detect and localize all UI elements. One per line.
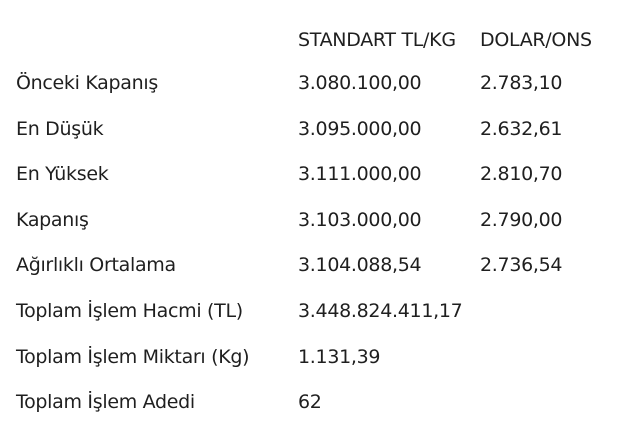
row-label: Ağırlıklı Ortalama (16, 254, 176, 277)
cell-value: 2.790,00 (480, 208, 563, 231)
column-header: STANDART TL/KG (298, 29, 456, 51)
row-label: Toplam İşlem Miktarı (Kg) (16, 345, 250, 368)
cell-value: 3.104.088,54 (298, 254, 422, 277)
cell-value: 62 (298, 391, 322, 414)
cell-value: 1.131,39 (298, 345, 381, 368)
cell-value: 2.783,10 (480, 72, 563, 94)
cell-value: 2.736,54 (480, 254, 563, 277)
cell-value: 3.111.000,00 (298, 163, 422, 186)
cell-value: 3.080.100,00 (298, 72, 422, 94)
row-label: Kapanış (16, 208, 89, 231)
row-label: En Düşük (16, 117, 104, 140)
row-label: Toplam İşlem Hacmi (TL) (16, 300, 243, 322)
column-header: DOLAR/ONS (480, 29, 592, 51)
row-label: Toplam İşlem Adedi (16, 391, 195, 414)
cell-value: 3.103.000,00 (298, 208, 422, 231)
row-label: Önceki Kapanış (16, 72, 158, 94)
row-label: En Yüksek (16, 163, 109, 186)
cell-value: 3.448.824.411,17 (298, 300, 463, 322)
cell-value: 2.810,70 (480, 163, 563, 186)
cell-value: 3.095.000,00 (298, 117, 422, 140)
cell-value: 2.632,61 (480, 117, 563, 140)
